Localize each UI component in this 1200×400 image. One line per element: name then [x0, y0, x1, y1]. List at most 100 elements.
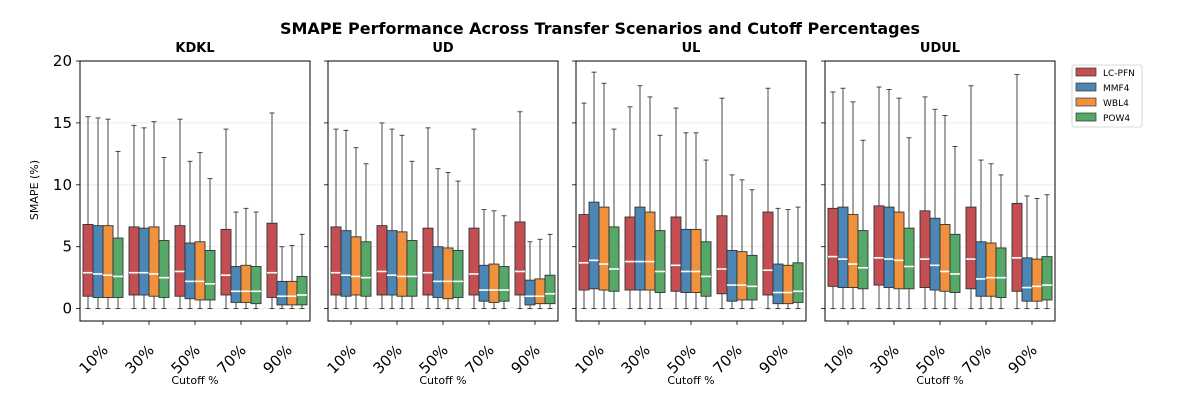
box-iqr [174, 225, 186, 297]
y-tick-label: 15 [53, 114, 72, 132]
box-iqr [488, 263, 500, 303]
box-iqr [965, 206, 977, 290]
box-iqr [102, 225, 114, 298]
legend-label: MMF4 [1103, 84, 1130, 94]
box-pow4 [995, 174, 1007, 310]
box-iqr [939, 223, 951, 292]
box-mmf4 [478, 209, 490, 310]
box-mmf4 [634, 85, 646, 310]
box-pow4 [158, 157, 170, 310]
box-lc-pfn [174, 118, 186, 310]
box-iqr [847, 214, 859, 289]
legend-item-lc-pfn: LC-PFN [1075, 67, 1135, 79]
x-tick-label: 50% [168, 341, 204, 377]
legend-swatch [1075, 82, 1097, 92]
box-lc-pfn [1011, 74, 1023, 310]
box-iqr [680, 228, 692, 293]
box-pow4 [700, 159, 712, 310]
box-iqr [929, 217, 941, 291]
box-lc-pfn [376, 122, 388, 310]
box-iqr [514, 221, 526, 296]
box-iqr [746, 254, 758, 301]
legend-item-pow4: POW4 [1075, 112, 1130, 124]
box-lc-pfn [468, 128, 480, 310]
box-lc-pfn [716, 97, 728, 310]
box-mmf4 [1021, 195, 1033, 310]
box-wbl4 [736, 179, 748, 310]
box-iqr [827, 207, 839, 287]
panel-title: UD [432, 41, 454, 56]
box-iqr [360, 241, 372, 297]
box-mmf4 [680, 132, 692, 310]
box-iqr [452, 249, 464, 298]
box-iqr [726, 249, 738, 302]
legend-swatch [1075, 67, 1097, 77]
x-tick-label: 90% [1005, 341, 1041, 377]
legend-swatch [1075, 97, 1097, 107]
box-iqr [873, 205, 885, 286]
box-iqr [690, 228, 702, 293]
x-tick-label: 70% [462, 341, 498, 377]
box-lc-pfn [578, 102, 590, 310]
box-wbl4 [893, 97, 905, 310]
box-iqr [736, 251, 748, 301]
y-tick-label: 5 [62, 238, 72, 256]
x-tick-label: 10% [821, 341, 857, 377]
box-lc-pfn [266, 112, 278, 310]
box-lc-pfn [422, 127, 434, 310]
box-mmf4 [386, 128, 398, 310]
box-mmf4 [524, 241, 536, 310]
box-iqr [386, 230, 398, 296]
box-iqr [634, 206, 646, 291]
box-pow4 [903, 137, 915, 310]
box-lc-pfn [514, 111, 526, 310]
box-iqr [919, 210, 931, 289]
box-lc-pfn [919, 96, 931, 310]
panel-title: KDKL [175, 41, 214, 56]
chart-title: SMAPE Performance Across Transfer Scenar… [280, 19, 920, 38]
box-iqr [792, 262, 804, 303]
box-lc-pfn [128, 124, 140, 310]
x-tick-label: 90% [260, 341, 296, 377]
box-iqr [340, 230, 352, 297]
box-iqr [837, 206, 849, 289]
panel-kdkl: KDKL 10% 30% 50% 70% 90% 0 5 10 15 20 Cutoff % [53, 41, 311, 387]
box-wbl4 [396, 134, 408, 310]
panel-frame [327, 60, 559, 322]
box-iqr [598, 206, 610, 291]
box-wbl4 [939, 115, 951, 310]
box-iqr [762, 211, 774, 296]
y-tick-label: 20 [53, 52, 72, 70]
box-iqr [1021, 257, 1033, 302]
box-iqr [578, 214, 590, 291]
box-iqr [478, 264, 490, 302]
x-tick-label: 90% [756, 341, 792, 377]
box-lc-pfn [82, 116, 94, 310]
x-tick-label: 30% [370, 341, 406, 377]
box-iqr [230, 266, 242, 303]
box-iqr [1031, 258, 1043, 302]
box-lc-pfn [873, 86, 885, 310]
box-lc-pfn [827, 91, 839, 310]
box-iqr [286, 280, 298, 306]
box-iqr [266, 222, 278, 298]
box-lc-pfn [670, 107, 682, 310]
box-mmf4 [588, 71, 600, 310]
box-iqr [184, 242, 196, 300]
box-wbl4 [286, 245, 298, 310]
box-wbl4 [690, 132, 702, 310]
box-pow4 [406, 160, 418, 310]
box-wbl4 [148, 121, 160, 310]
box-mmf4 [837, 87, 849, 310]
box-pow4 [204, 178, 216, 310]
box-pow4 [296, 233, 308, 310]
box-pow4 [949, 145, 961, 310]
box-iqr [624, 216, 636, 291]
box-wbl4 [644, 96, 656, 310]
panel-ud: UD 10% 30% 50% 70% 90% Cutoff % [324, 41, 559, 387]
box-mmf4 [432, 168, 444, 310]
box-iqr [700, 241, 712, 297]
legend-label: POW4 [1103, 114, 1130, 124]
box-iqr [498, 266, 510, 302]
box-iqr [138, 227, 150, 296]
